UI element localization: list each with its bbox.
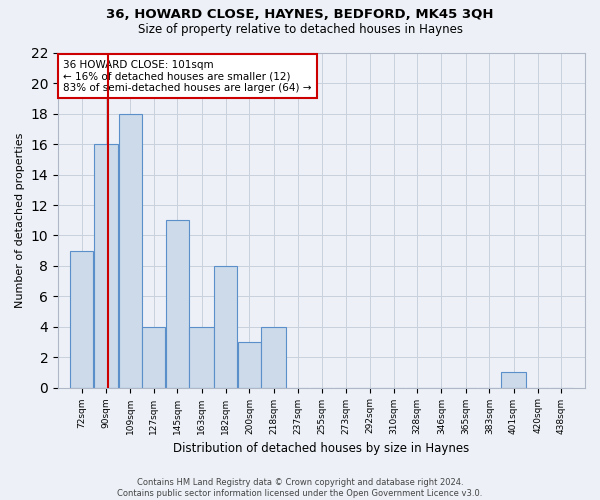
Bar	[94, 144, 118, 388]
Bar	[70, 250, 93, 388]
Bar	[142, 326, 165, 388]
Y-axis label: Number of detached properties: Number of detached properties	[15, 132, 25, 308]
Bar	[166, 220, 189, 388]
Bar	[262, 326, 286, 388]
Bar	[190, 326, 214, 388]
Bar	[119, 114, 142, 388]
Bar	[502, 372, 526, 388]
Text: Size of property relative to detached houses in Haynes: Size of property relative to detached ho…	[137, 22, 463, 36]
Bar	[238, 342, 261, 388]
Text: 36 HOWARD CLOSE: 101sqm
← 16% of detached houses are smaller (12)
83% of semi-de: 36 HOWARD CLOSE: 101sqm ← 16% of detache…	[63, 60, 312, 93]
Text: Contains HM Land Registry data © Crown copyright and database right 2024.
Contai: Contains HM Land Registry data © Crown c…	[118, 478, 482, 498]
Bar	[214, 266, 238, 388]
X-axis label: Distribution of detached houses by size in Haynes: Distribution of detached houses by size …	[173, 442, 470, 455]
Text: 36, HOWARD CLOSE, HAYNES, BEDFORD, MK45 3QH: 36, HOWARD CLOSE, HAYNES, BEDFORD, MK45 …	[106, 8, 494, 20]
